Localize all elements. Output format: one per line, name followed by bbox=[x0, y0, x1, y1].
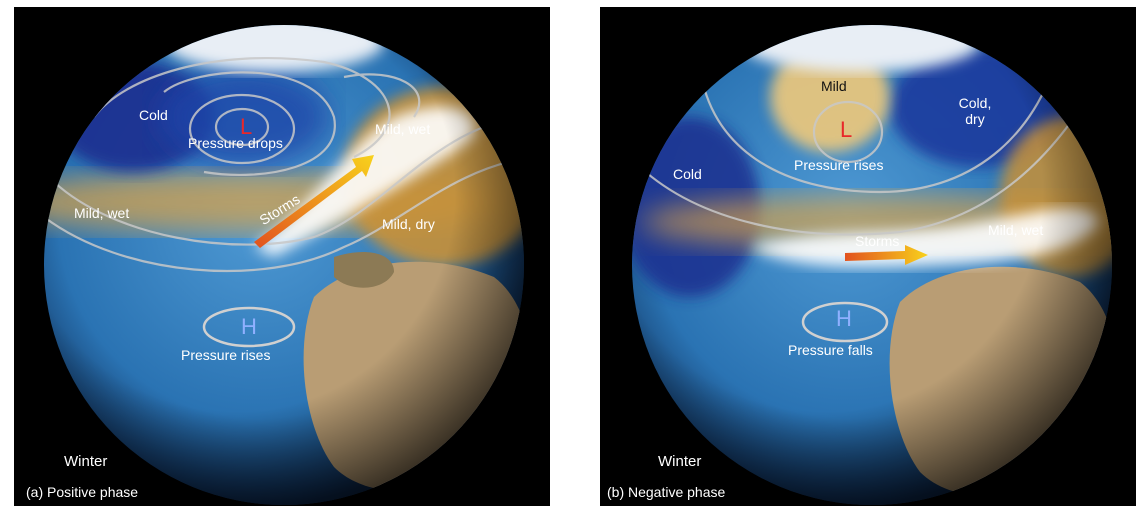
label-mild-dry: Mild, dry bbox=[382, 216, 435, 232]
globe-negative bbox=[632, 25, 1112, 505]
label-mild: Mild bbox=[821, 78, 847, 94]
label-mild-wet-ne: Mild, wet bbox=[375, 121, 431, 137]
globe-positive bbox=[44, 25, 524, 505]
panel-caption: (b) Negative phase bbox=[607, 484, 726, 500]
label-cold: Cold bbox=[139, 107, 168, 123]
high-pressure-marker: H bbox=[836, 306, 852, 331]
label-cold: Cold bbox=[673, 166, 702, 182]
low-pressure-marker: L bbox=[240, 114, 253, 139]
season-label: Winter bbox=[658, 453, 702, 470]
low-pressure-marker: L bbox=[840, 117, 853, 142]
negative-phase-panel: Mild Cold, dry L Pressure rises Cold Sto… bbox=[600, 7, 1136, 506]
label-mild-wet-w: Mild, wet bbox=[74, 205, 130, 221]
label-high-note: Pressure rises bbox=[181, 347, 271, 363]
season-label: Winter bbox=[64, 453, 108, 470]
label-mild-wet: Mild, wet bbox=[988, 222, 1044, 238]
label-storms: Storms bbox=[855, 233, 900, 249]
high-pressure-marker: H bbox=[241, 314, 257, 339]
label-low-note: Pressure rises bbox=[794, 157, 884, 173]
label-cold-dry: Cold, dry bbox=[958, 95, 992, 127]
label-low-note: Pressure drops bbox=[188, 135, 283, 151]
panel-caption: (a) Positive phase bbox=[26, 484, 139, 500]
positive-phase-panel: Cold L Pressure drops Mild, wet Mild, we… bbox=[14, 7, 550, 506]
label-high-note: Pressure falls bbox=[788, 342, 873, 358]
